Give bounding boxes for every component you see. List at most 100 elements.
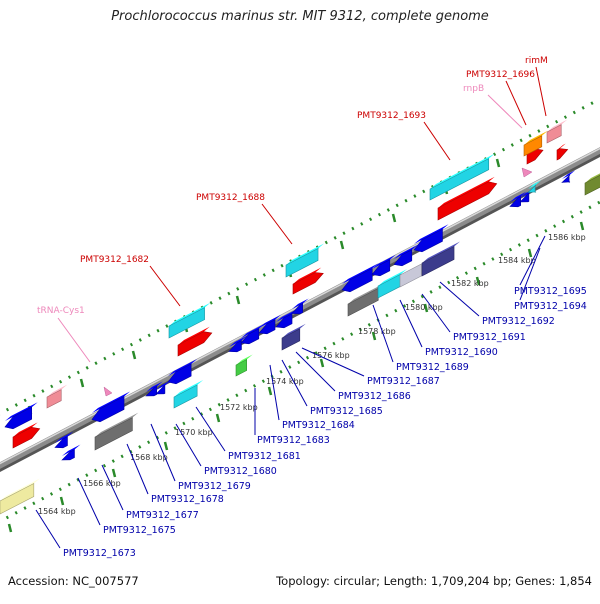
scale-major-tick [7, 523, 13, 533]
gene-block-cyan-right-top [378, 269, 408, 286]
gene-block-1693 [437, 181, 498, 221]
reverse-gene-label: PMT9312_1679 [178, 481, 251, 492]
reverse-gene-label: PMT9312_1684 [282, 420, 355, 431]
gene-block-rev-t [561, 174, 571, 183]
reverse-gene-label: PMT9312_1675 [103, 525, 176, 536]
scale-label-1574: 1574 kbp [266, 377, 304, 386]
gene-block-rev-d-top [62, 444, 81, 456]
gene-block-cyan-1693-top [430, 153, 495, 189]
gene-block-rev-p [413, 228, 443, 253]
reverse-gene-label: PMT9312_1681 [228, 451, 301, 462]
scale-major-tick [131, 350, 137, 360]
scale-label-1572: 1572 kbp [220, 403, 258, 412]
scale-label-1576: 1576 kbp [312, 351, 350, 360]
gene-block-pink-left [46, 389, 62, 409]
gene-block-1682 [177, 331, 213, 357]
gene-block-1688-top [293, 267, 322, 284]
reverse-gene-label: PMT9312_1686 [338, 391, 411, 402]
reverse-leader-line [150, 423, 176, 482]
gene-block-rev-j [258, 319, 276, 335]
gene-block-gray-mid-top [348, 283, 385, 304]
scale-major-tick [111, 468, 117, 478]
gene-block-green-top [236, 354, 253, 365]
forward-leader-line [535, 66, 547, 117]
scale-major-tick [371, 331, 377, 341]
reverse-leader-line [519, 235, 546, 286]
gene-block-1688 [292, 272, 324, 295]
gene-block-rev-k [275, 313, 293, 329]
reverse-gene-label: PMT9312_1691 [453, 332, 526, 343]
scale-major-tick [235, 295, 241, 305]
reverse-gene-label: PMT9312_1680 [204, 466, 277, 477]
scale-major-tick [267, 386, 273, 396]
gene-block-cyan-mid-top [174, 380, 204, 397]
reverse-leader-line [281, 359, 308, 407]
reverse-leader-line [269, 364, 280, 421]
lower-scale-rail [0, 200, 600, 524]
gene-block-lightgray-top [400, 258, 428, 275]
gene-block-cyan-1693 [429, 158, 490, 201]
gene-block-rev-a-top [5, 402, 38, 421]
forward-gene-label: PMT9312_1688 [196, 193, 265, 203]
forward-leader-line [505, 80, 527, 126]
scale-major-tick [495, 158, 501, 168]
gene-block-cyan-mid [173, 384, 198, 409]
page-title: Prochlorococcus marinus str. MIT 9312, c… [111, 9, 489, 24]
reverse-gene-label: PMT9312_1685 [310, 406, 383, 417]
scale-major-tick [59, 496, 65, 506]
gene-block-khaki-top [0, 478, 40, 501]
gene-block-rev-t-top [562, 170, 576, 179]
gene-block-rev-l-top [292, 298, 309, 309]
gene-block-rev-g-top [156, 380, 171, 390]
gene-block-orange [523, 135, 543, 157]
scale-major-tick [339, 240, 345, 250]
gene-block-rev-p-top [414, 224, 449, 244]
gene-block-rev-m [341, 267, 373, 293]
genome-summary: Topology: circular; Length: 1,709,204 bp… [276, 574, 592, 588]
gene-block-khaki [0, 483, 35, 515]
scale-major-tick [579, 221, 585, 231]
reverse-gene-label: PMT9312_1673 [63, 548, 136, 559]
reverse-gene-label: PMT9312_1692 [482, 316, 555, 327]
reverse-leader-line [421, 293, 451, 333]
forward-gene-label: PMT9312_1682 [80, 255, 149, 265]
reverse-gene-label: PMT9312_1687 [367, 376, 440, 387]
gene-block-orange-top [524, 130, 548, 145]
gene-block-rev-o [393, 249, 413, 267]
scale-label-1570: 1570 kbp [175, 428, 213, 437]
upper-scale-rail [0, 97, 600, 416]
gene-block-rev-s [527, 184, 537, 193]
gene-block-rev-c-top [55, 431, 74, 443]
reverse-leader-line [126, 443, 149, 495]
scale-label-1584: 1584 kbp [498, 256, 536, 265]
reverse-leader-line [77, 477, 101, 526]
gene-block-cyan-1682 [168, 307, 205, 339]
forward-gene-label: PMT9312_1696 [466, 70, 535, 80]
reverse-leader-line [372, 304, 394, 363]
forward-gene-label: rimM [525, 56, 548, 66]
gene-block-rev-m-top [342, 263, 379, 284]
gene-block-rev-j-top [259, 314, 282, 328]
gene-block-rimM [556, 148, 569, 161]
gene-block-rev-e-top [168, 359, 198, 376]
gene-block-rev-l [291, 302, 303, 315]
gene-block-olive-top [585, 173, 600, 183]
gene-block-1680-fwd [12, 427, 41, 449]
gene-block-rev-c [54, 436, 68, 449]
gene-block-slate-mid-top [282, 323, 306, 338]
gene-block-1680-fwd-top [13, 422, 38, 437]
scale-label-1586: 1586 kbp [548, 233, 586, 242]
reverse-leader-line [101, 464, 124, 511]
gene-block-rev-g [155, 384, 166, 395]
gene-block-rev-q-top [510, 191, 527, 202]
reverse-gene-label: PMT9312_1678 [151, 494, 224, 505]
gene-block-1682-top [178, 326, 210, 345]
reverse-leader-line [399, 299, 423, 348]
reverse-leader-line [35, 509, 61, 549]
reverse-leader-line [295, 351, 336, 392]
forward-leader-line [487, 94, 523, 129]
gene-block-rev-i-top [241, 323, 265, 338]
reverse-leader-line [439, 281, 480, 317]
forward-leader-line [149, 265, 181, 307]
scale-label-1582: 1582 kbp [451, 279, 489, 288]
